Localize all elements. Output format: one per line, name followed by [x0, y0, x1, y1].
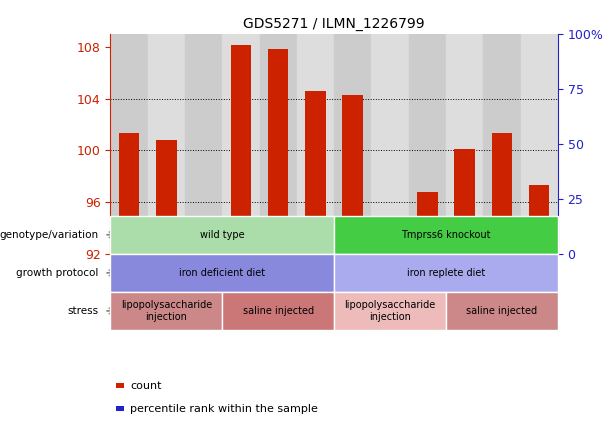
- Bar: [230, 46, 251, 254]
- Bar: [492, 248, 512, 254]
- Bar: [520, 34, 558, 254]
- Bar: [148, 34, 185, 254]
- Text: growth protocol: growth protocol: [16, 268, 98, 278]
- Bar: [185, 34, 222, 254]
- Bar: [222, 34, 259, 254]
- Bar: [380, 250, 400, 254]
- Text: saline injected: saline injected: [243, 306, 314, 316]
- Text: Tmprss6 knockout: Tmprss6 knockout: [401, 230, 491, 240]
- Text: genotype/variation: genotype/variation: [0, 230, 98, 240]
- Text: percentile rank within the sample: percentile rank within the sample: [130, 404, 318, 414]
- Bar: [156, 140, 177, 254]
- Bar: [343, 95, 363, 254]
- Bar: [454, 249, 475, 254]
- Bar: [156, 249, 177, 254]
- Bar: [193, 225, 214, 254]
- Text: iron replete diet: iron replete diet: [407, 268, 485, 278]
- Bar: [297, 34, 334, 254]
- Title: GDS5271 / ILMN_1226799: GDS5271 / ILMN_1226799: [243, 17, 425, 31]
- Bar: [529, 185, 549, 254]
- Bar: [305, 248, 326, 254]
- Bar: [446, 34, 483, 254]
- Bar: [193, 250, 214, 254]
- Bar: [529, 250, 549, 254]
- Text: lipopolysaccharide
injection: lipopolysaccharide injection: [121, 300, 212, 322]
- Bar: [417, 192, 438, 254]
- Bar: [417, 250, 438, 254]
- Bar: [119, 134, 139, 254]
- Bar: [268, 247, 288, 254]
- Bar: [110, 34, 148, 254]
- Bar: [230, 247, 251, 254]
- Bar: [259, 34, 297, 254]
- Text: wild type: wild type: [200, 230, 245, 240]
- Bar: [343, 248, 363, 254]
- Bar: [119, 248, 139, 254]
- Bar: [334, 34, 371, 254]
- Bar: [305, 91, 326, 254]
- Bar: [454, 149, 475, 254]
- Text: saline injected: saline injected: [466, 306, 538, 316]
- Bar: [371, 34, 409, 254]
- Text: iron deficient diet: iron deficient diet: [179, 268, 265, 278]
- Text: stress: stress: [67, 306, 98, 316]
- Bar: [268, 49, 288, 254]
- Bar: [380, 249, 400, 254]
- Bar: [409, 34, 446, 254]
- Text: lipopolysaccharide
injection: lipopolysaccharide injection: [345, 300, 436, 322]
- Bar: [483, 34, 520, 254]
- Bar: [492, 134, 512, 254]
- Text: count: count: [130, 381, 161, 391]
